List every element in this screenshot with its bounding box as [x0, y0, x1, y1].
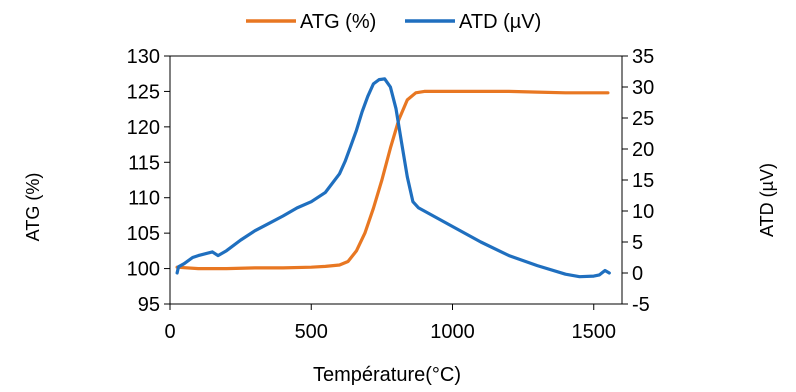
atd-series-line: [175, 77, 611, 279]
legend-label-atd: ATD (µV): [459, 11, 541, 33]
legend-label-atg: ATG (%): [300, 11, 376, 33]
x-tick-label: 1500: [572, 321, 617, 343]
y-left-tick-label: 95: [138, 294, 160, 316]
y-left-tick-label: 120: [127, 117, 160, 139]
y-right-tick-label: 10: [632, 201, 654, 223]
x-tick-label: 500: [295, 321, 328, 343]
y-right-tick-label: -5: [632, 294, 650, 316]
x-tick-label: 1000: [430, 321, 475, 343]
series-layer: [175, 77, 611, 279]
y-left-tick-label: 100: [127, 259, 160, 281]
y-axis-right-label: ATD (µV): [757, 163, 777, 237]
y-right-tick-label: 15: [632, 170, 654, 192]
y-right-tick-label: 25: [632, 108, 654, 130]
y-right-tick-label: 30: [632, 77, 654, 99]
y-left-tick-label: 110: [128, 188, 160, 210]
y-left-tick-label: 130: [127, 46, 160, 68]
y-right-tick-label: 20: [632, 139, 654, 161]
x-tick-label: 0: [164, 321, 175, 343]
y-axis-left-label: ATG (%): [23, 173, 43, 242]
y-left-tick-label: 115: [128, 152, 160, 174]
y-left-tick-label: 125: [127, 81, 160, 103]
x-axis-label: Température(°C): [313, 364, 461, 386]
legend: ATG (%) ATD (µV): [246, 11, 541, 33]
y-left-tick-label: 105: [127, 223, 160, 245]
ticks-layer: 95 100 105 110 115 120 125 130 -5 0 5 10 15 20 25 30 35 0…: [127, 46, 655, 343]
y-right-tick-label: 0: [632, 263, 643, 285]
y-right-tick-label: 5: [632, 232, 643, 254]
atg-series-line: [175, 89, 610, 271]
y-right-tick-label: 35: [632, 46, 654, 68]
